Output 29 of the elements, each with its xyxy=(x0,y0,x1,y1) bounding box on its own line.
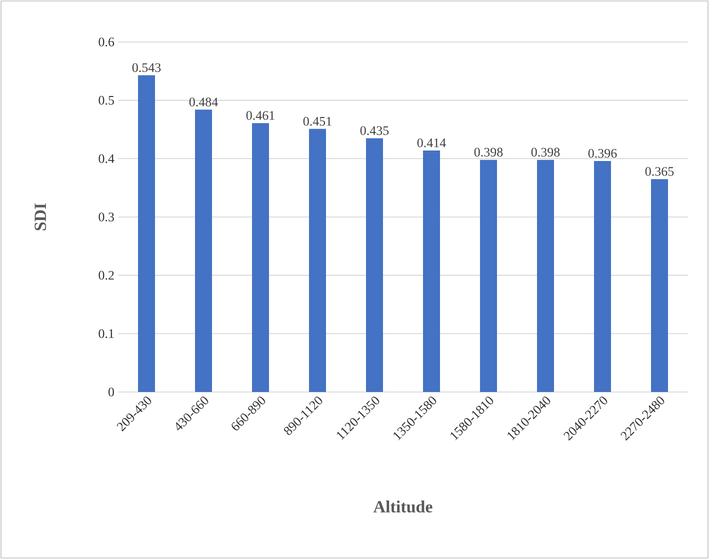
data-label: 0.484 xyxy=(189,98,218,106)
y-tick-label: 0.5 xyxy=(98,96,114,105)
data-label: 0.461 xyxy=(246,111,274,120)
bar xyxy=(594,160,612,392)
bar xyxy=(423,150,440,392)
data-label: 0.365 xyxy=(645,167,674,176)
y-tick-label: 0.6 xyxy=(98,38,114,46)
data-label: 0.435 xyxy=(360,126,389,136)
y-tick-label: 0.3 xyxy=(98,212,114,222)
data-label: 0.543 xyxy=(132,63,161,72)
x-axis-title: Altitude xyxy=(373,500,432,513)
data-label: 0.398 xyxy=(474,148,503,157)
bar xyxy=(195,110,212,392)
data-label: 0.396 xyxy=(588,148,617,158)
data-label: 0.451 xyxy=(303,116,332,126)
y-tick-label: 0.2 xyxy=(98,270,114,280)
bar xyxy=(480,160,498,392)
y-axis-title: SDI xyxy=(34,203,46,230)
bar xyxy=(537,160,554,392)
bar xyxy=(651,179,668,392)
bar xyxy=(309,128,326,392)
bar xyxy=(366,138,384,392)
bar xyxy=(138,75,156,392)
y-tick-label: 0 xyxy=(108,388,114,396)
bar xyxy=(252,123,270,392)
y-tick-label: 0.4 xyxy=(98,154,114,164)
data-label: 0.414 xyxy=(417,138,446,148)
y-tick-label: 0.1 xyxy=(98,329,114,338)
data-label: 0.398 xyxy=(531,148,560,157)
